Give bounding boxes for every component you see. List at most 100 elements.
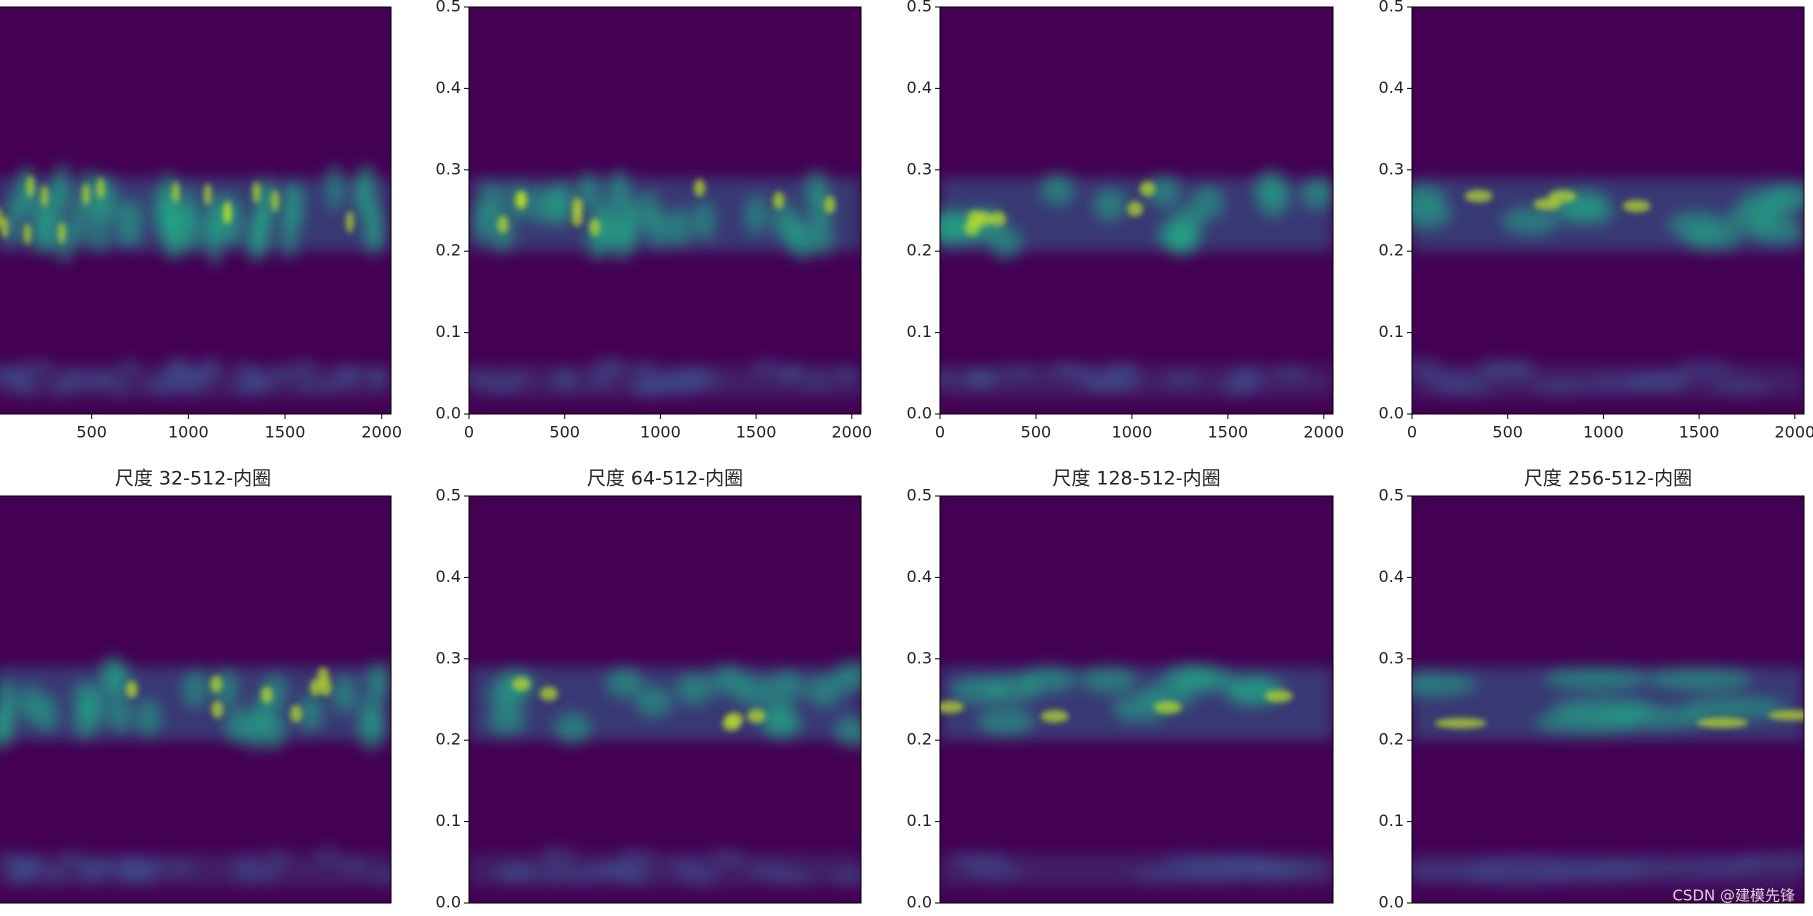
low-blob [15, 360, 36, 377]
hot-spot [223, 201, 232, 224]
low-blob [1273, 860, 1333, 877]
low-blob [121, 854, 150, 871]
x-tick-label: 500 [1492, 423, 1523, 442]
y-tick-label: 0.3 [1379, 648, 1404, 667]
texture [0, 162, 391, 398]
blob [1544, 667, 1649, 690]
low-blob [1476, 363, 1537, 380]
y-tick-label: 0.3 [907, 648, 932, 667]
low-blob [169, 357, 190, 374]
hot-spot [1040, 710, 1069, 723]
blob [668, 207, 691, 247]
blob [1724, 206, 1781, 233]
blob [772, 200, 795, 239]
hot-spot [1139, 181, 1156, 197]
blob [833, 660, 861, 692]
y-tick-label: 0.4 [1379, 78, 1404, 97]
blob [577, 171, 600, 211]
blob [206, 217, 223, 266]
subplot-title: 尺度 64-512-内圈 [587, 468, 743, 490]
axes-frame [1411, 6, 1805, 415]
blob [1093, 188, 1126, 222]
y-tick-label: 0.1 [1379, 811, 1404, 830]
low-blob [706, 849, 748, 866]
x-tick-label: 2000 [361, 423, 402, 442]
y-tick-label: 0.4 [436, 567, 461, 586]
blob [636, 192, 660, 231]
hot-spot [0, 216, 9, 239]
low-blob [159, 379, 180, 396]
hot-spot [1127, 201, 1144, 217]
blob [1112, 695, 1169, 722]
subplot-title: 尺度 32-512-内圈 [115, 468, 271, 490]
axes-frame [939, 495, 1334, 904]
blob [481, 181, 504, 221]
hot-spot [1768, 709, 1804, 721]
blob [1502, 207, 1559, 235]
x-tick-label: 1000 [1112, 423, 1153, 442]
low-blob [231, 867, 260, 884]
low-blob [685, 365, 713, 382]
blob [0, 712, 13, 750]
y-tick-label: 0.0 [907, 404, 932, 423]
hot-spot [589, 218, 601, 237]
blob [136, 699, 161, 737]
texture [1412, 177, 1804, 398]
heatmap-image [1412, 496, 1804, 903]
low-blob [469, 369, 483, 386]
low-blob [1412, 357, 1444, 374]
subplot: 尺度 64-512-内圈 0.0 0.1 0.2 0.3 0.4 0.5 [436, 468, 862, 912]
hot-spot [497, 215, 509, 234]
low-blob [591, 357, 619, 374]
blob [767, 670, 805, 702]
low-blob [263, 849, 292, 866]
blob [5, 195, 22, 244]
y-tick-label: 0.4 [907, 78, 932, 97]
blob [834, 716, 861, 748]
low-blob [804, 373, 831, 390]
blob [359, 713, 384, 751]
low-blob [39, 866, 68, 883]
hot-spot [252, 181, 261, 204]
blob [332, 675, 357, 713]
low-blob [832, 366, 860, 383]
low-blob [32, 359, 53, 376]
subplot: 0.0 0.1 0.2 0.3 0.4 0.5 0 500 1000 1500 2000 [907, 0, 1345, 442]
subplot: 0.0 0.1 0.2 0.3 0.4 0.5 0 500 1000 1500 2000 [436, 0, 873, 442]
low-blob [341, 857, 370, 874]
low-blob [1711, 379, 1772, 396]
hot-spot [1533, 197, 1562, 211]
axes-frame [939, 6, 1334, 415]
low-blob [57, 851, 86, 868]
hot-spot [976, 211, 993, 227]
blob [1158, 218, 1191, 252]
blob [764, 708, 801, 740]
hot-spot [290, 705, 303, 723]
hot-spot [989, 211, 1006, 227]
blob [610, 221, 634, 261]
y-tick-label: 0.0 [1379, 404, 1404, 423]
blob [635, 686, 673, 718]
texture [940, 689, 1293, 723]
heatmap-image [0, 496, 391, 903]
y-tick-label: 0.2 [907, 730, 932, 749]
low-blob [665, 857, 707, 874]
low-blob [612, 867, 654, 884]
x-tick-label: 1000 [1583, 423, 1624, 442]
x-tick-label: 2000 [1303, 423, 1344, 442]
low-blob [1658, 858, 1767, 875]
blob [40, 206, 57, 255]
hot-spot [125, 680, 138, 699]
texture [964, 181, 1156, 236]
texture [1464, 189, 1651, 213]
hot-spot [1464, 189, 1493, 203]
axes-frame [468, 495, 862, 904]
y-tick-label: 0.3 [436, 648, 461, 667]
low-blob [298, 378, 319, 395]
texture [512, 676, 766, 731]
y-tick-label: 0.0 [1379, 893, 1404, 912]
texture [940, 663, 1333, 887]
low-blob [364, 369, 385, 386]
y-tick-label: 0.5 [907, 0, 932, 16]
